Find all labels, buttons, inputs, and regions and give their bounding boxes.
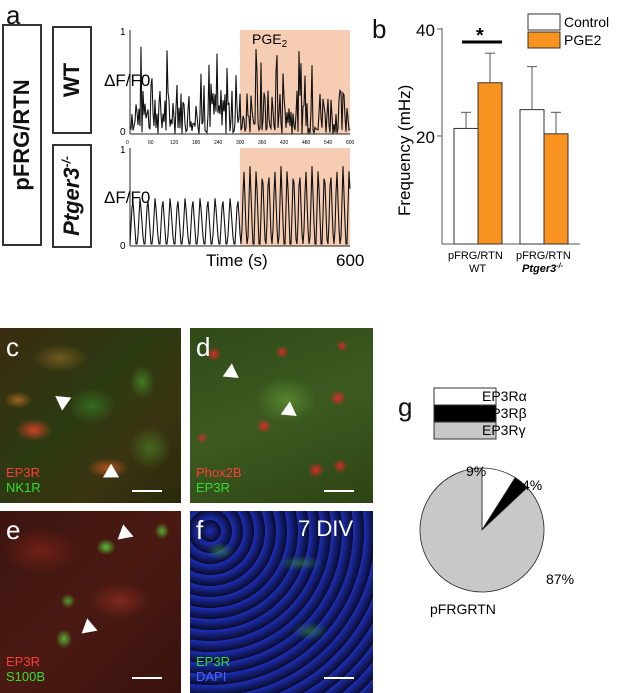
legend-pge2-swatch [527,31,561,49]
stain-label-ep3r: EP3R [6,465,40,480]
legend-gamma-swatch [433,421,497,440]
ko-label-box: Ptger3-/- [52,144,92,248]
pie-label-gamma: 87% [546,571,574,587]
panel-b-letter: b [372,14,387,44]
wt-x-tick-label: 180 [192,140,201,146]
row-label-box: pFRG/RTN [2,24,42,246]
b-y-tick-20: 20 [416,128,435,147]
legend-control-swatch [527,13,561,31]
bar-control-2 [519,109,545,245]
wt-x-tick-label: 360 [258,140,267,146]
wt-trace [129,46,351,136]
panel-g-letter: g [398,392,413,422]
pge2-label-main: PGE [252,31,282,47]
row-label: pFRG/RTN [9,79,34,191]
panel-f-letter: f [196,515,204,545]
wt-x-tick-label: 120 [170,140,179,146]
micrograph-f: f 7 DIV EP3R DAPI [190,511,373,693]
b-y-tick-40: 40 [416,21,435,40]
pge2-label: PGE2 [252,31,288,50]
ko-trace [129,166,351,245]
group2-gene: Ptger3 [522,263,556,275]
legend-beta-label: EP3Rβ [482,405,527,421]
ko-label-gene: Ptger3 [59,167,84,236]
ko-y-tick-1: 1 [120,145,126,156]
wt-x-tick-label: 240 [214,140,223,146]
ko-label: Ptger3-/- [59,156,85,236]
stain-label-ep3r: EP3R [196,654,230,669]
scale-bar [324,490,354,492]
stain-label-phox2b: Phox2B [196,465,242,480]
b-y-label: Frequency (mHz) [395,85,414,216]
frequency-bar-chart: 40 20 Frequency (mHz) * pFRG/RTN WT pFRG… [395,13,609,275]
time-axis-max: 600 [336,251,364,270]
ep3r-pie-chart: EP3Rα EP3Rβ EP3Rγ 9% 4% 87% pFRGRTN [419,387,574,617]
group1-label-2: WT [469,263,486,275]
stain-label-dapi: DAPI [196,669,227,684]
micrograph-c: c EP3R NK1R [0,328,181,503]
arrowhead-icon [112,524,134,546]
legend-alpha-label: EP3Rα [482,388,527,404]
stain-label-ep3r: EP3R [196,480,230,495]
wt-x-tick-label: 480 [302,140,311,146]
wt-y-tick-0: 0 [120,127,126,138]
panel-a-letter: a [6,0,21,30]
wt-x-tick-label: 0 [126,140,129,146]
legend-pge2-label: PGE2 [564,32,602,48]
panel-c-letter: c [6,332,19,362]
legend-gamma-label: EP3Rγ [482,422,526,438]
legend-control-label: Control [564,14,609,30]
wt-x-tick-label: 300 [236,140,245,146]
stain-label-ep3r: EP3R [6,654,40,669]
group1-label-1: pFRG/RTN [448,250,503,262]
ko-y-label: ΔF/F0 [104,188,150,207]
wt-x-tick-label: 600 [346,140,355,146]
pie-slices [419,467,545,593]
arrowhead-icon [50,389,72,411]
scale-bar [132,490,162,492]
stain-label-nk1r: NK1R [6,480,41,495]
calcium-traces: PGE2 0 60 120 180 240 300 360 420 480 540 600 1 0 … [104,27,364,270]
group2-label-2: Ptger3-/- [522,263,564,275]
group2-sup: -/- [556,263,563,270]
wt-x-tick-labels: 0 60 120 180 240 300 360 420 480 540 600 [126,140,355,146]
wt-y-tick-1: 1 [120,27,126,38]
arrowhead-icon [280,401,302,423]
arrowhead-icon [76,618,98,640]
arrowhead-icon [222,363,244,385]
panel-e-letter: e [6,515,21,545]
stain-label-s100b: S100B [6,669,46,684]
ko-y-tick-0: 0 [120,241,126,252]
pie-slice-3 [419,467,545,593]
panel-d-letter: d [196,332,211,362]
bar-pge2-1 [477,82,503,245]
pge2-label-sub: 2 [282,39,288,50]
wt-x-tick-label: 420 [280,140,289,146]
micrograph-e: e EP3R S100B [0,511,181,693]
ko-label-sup: -/- [59,156,74,168]
group2-label-1: pFRG/RTN [516,250,571,262]
scale-bar [132,677,162,679]
wt-y-label: ΔF/F0 [104,71,150,90]
wt-label: WT [59,62,84,98]
pie-caption: pFRGRTN [430,601,496,617]
wt-x-tick-label: 540 [324,140,333,146]
arrowhead-icon [98,463,120,485]
time-axis-label: Time (s) [206,251,268,270]
culture-duration-label: 7 DIV [298,516,354,541]
bar-control-1 [453,127,479,245]
wt-x-tick-label: 60 [148,140,154,146]
significance-star: * [476,25,484,47]
pie-label-beta: 4% [522,477,542,493]
bar-pge2-2 [543,133,569,245]
wt-label-box: WT [52,26,92,134]
micrograph-d: d Phox2B EP3R [190,328,373,503]
pie-label-alpha: 9% [466,463,486,479]
scale-bar [324,677,354,679]
b-bars [453,52,569,245]
